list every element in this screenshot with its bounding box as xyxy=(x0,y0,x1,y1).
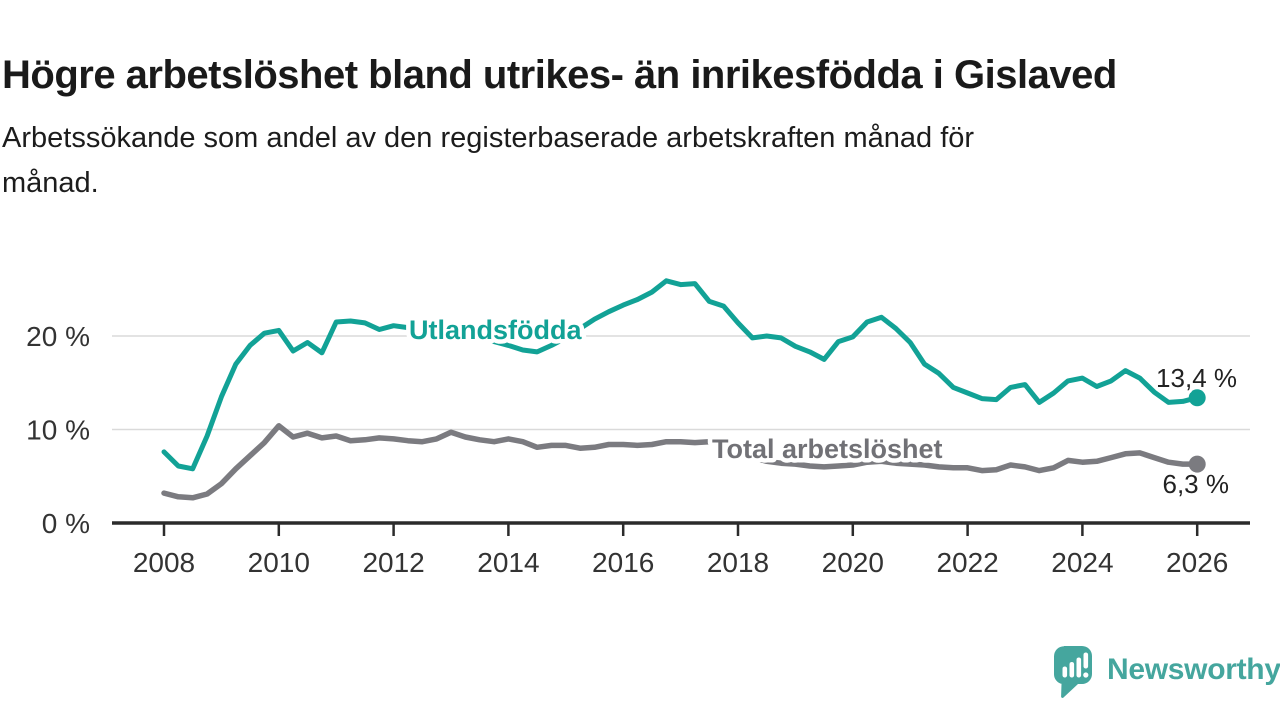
x-tick-label-2018: 2018 xyxy=(707,547,769,578)
x-tick-label-2012: 2012 xyxy=(362,547,424,578)
chart-title: Högre arbetslöshet bland utrikes- än inr… xyxy=(2,52,1117,97)
series-label-total-arbetsl-shet: Total arbetslöshet xyxy=(712,434,943,464)
y-tick-label-10: 10 % xyxy=(26,415,90,446)
chart-subtitle-line1: Arbetssökande som andel av den registerb… xyxy=(2,122,975,154)
series-end-dot-utlandsf-dda xyxy=(1188,389,1206,407)
series-label-utlandsf-dda: Utlandsfödda xyxy=(409,315,582,345)
brand-logo: Newsworthy xyxy=(1054,646,1280,700)
x-tick-label-2026: 2026 xyxy=(1166,547,1228,578)
end-value-label-total-arbetsl-shet: 6,3 % xyxy=(1163,469,1230,499)
x-tick-label-2024: 2024 xyxy=(1051,547,1113,578)
x-tick-label-2022: 2022 xyxy=(936,547,998,578)
newsworthy-icon xyxy=(1054,646,1092,698)
y-tick-label-0: 0 % xyxy=(42,508,90,539)
y-tick-label-20: 20 % xyxy=(26,321,90,352)
series-end-dot-total-arbetsl-shet xyxy=(1188,455,1206,473)
x-tick-label-2014: 2014 xyxy=(477,547,539,578)
brand-name: Newsworthy xyxy=(1107,653,1280,686)
series-line-total-arbetsl-shet xyxy=(161,423,1200,501)
chart-subtitle-line2: månad. xyxy=(2,167,99,199)
x-tick-label-2008: 2008 xyxy=(133,547,195,578)
chart-subtitle: Arbetssökande som andel av den registerb… xyxy=(2,116,1272,206)
x-tick-label-2010: 2010 xyxy=(248,547,310,578)
end-value-label-utlandsf-dda: 13,4 % xyxy=(1156,363,1237,393)
x-tick-label-2020: 2020 xyxy=(822,547,884,578)
series-line-utlandsf-dda xyxy=(161,278,1200,472)
x-tick-label-2016: 2016 xyxy=(592,547,654,578)
